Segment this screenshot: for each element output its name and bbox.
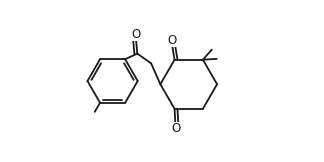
Text: O: O — [168, 34, 177, 47]
Text: O: O — [171, 122, 180, 135]
Text: O: O — [132, 28, 141, 41]
